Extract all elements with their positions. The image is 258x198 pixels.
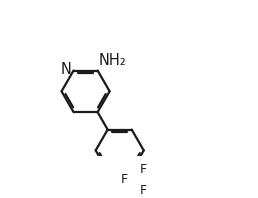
- Text: F: F: [121, 173, 128, 187]
- Text: F: F: [139, 163, 147, 176]
- Text: F: F: [139, 184, 147, 197]
- Text: NH₂: NH₂: [98, 53, 126, 68]
- Text: N: N: [61, 62, 71, 77]
